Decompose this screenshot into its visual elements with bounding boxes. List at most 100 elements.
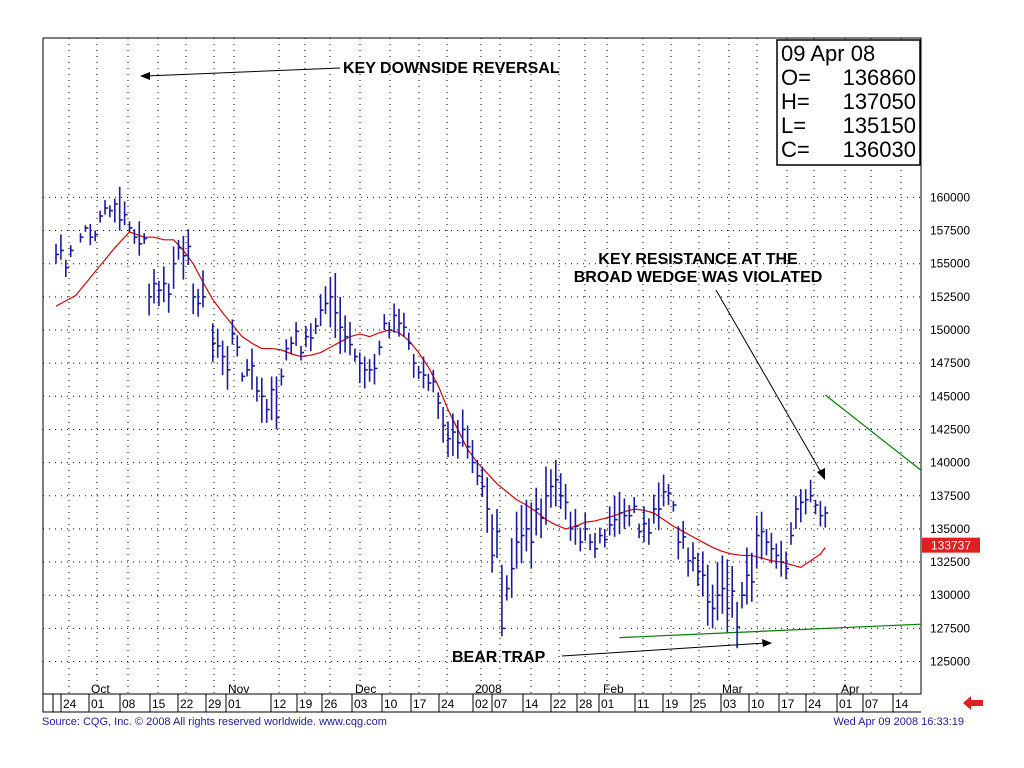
- ohlc-bar: [613, 495, 618, 537]
- info-low-label: L=: [781, 113, 806, 138]
- x-tick-label: 08: [122, 697, 136, 711]
- ohlc-bar: [559, 473, 564, 510]
- x-tick-label: 10: [384, 697, 398, 711]
- ohlc-bar: [530, 502, 535, 569]
- ohlc-bar: [368, 359, 373, 382]
- ohlc-bar: [123, 201, 128, 226]
- ohlc-bar: [726, 559, 731, 633]
- ohlc-bar: [354, 348, 358, 362]
- info-open-label: O=: [781, 65, 811, 90]
- ohlc-bar: [221, 340, 226, 376]
- ohlc-bar: [633, 497, 638, 513]
- ohlc-bar: [138, 221, 143, 256]
- ohlc-bar: [363, 356, 368, 389]
- ohlc-bar: [456, 420, 461, 459]
- ohlc-bar: [760, 511, 765, 560]
- ohlc-bar: [177, 239, 182, 260]
- gridlines: [43, 38, 921, 694]
- ohlc-bar: [584, 512, 589, 541]
- ohlc-bar: [65, 259, 69, 277]
- ohlc-bar: [594, 532, 598, 559]
- trendline: [619, 623, 922, 639]
- ohlc-bar: [662, 474, 667, 507]
- trendline: [824, 394, 922, 471]
- ohlc-bar: [657, 482, 662, 531]
- ohlc-bar: [447, 421, 451, 458]
- annotation-key-downside-reversal: KEY DOWNSIDE REVERSAL: [140, 60, 560, 80]
- ohlc-bar: [290, 336, 295, 354]
- ohlc-bar: [706, 564, 711, 626]
- ohlc-bar: [388, 322, 393, 338]
- ohlc-bar: [652, 494, 657, 524]
- ohlc-bar: [775, 543, 780, 569]
- x-tick-label: 12: [273, 697, 287, 711]
- ohlc-bar: [260, 377, 265, 423]
- ohlc-bar: [94, 230, 99, 242]
- y-tick-label: 135000: [930, 522, 970, 536]
- x-month-label: Dec: [355, 682, 376, 696]
- info-high-label: H=: [781, 89, 810, 114]
- ohlc-bar: [79, 233, 84, 243]
- ohlc-bar: [731, 566, 736, 618]
- ohlc-bar: [99, 210, 104, 223]
- info-date: 09 Apr 08: [781, 41, 875, 66]
- ohlc-bar: [172, 246, 177, 289]
- ohlc-bar: [785, 551, 790, 580]
- ohlc-bar: [329, 276, 334, 328]
- annotation-text: KEY DOWNSIDE REVERSAL: [343, 60, 560, 77]
- y-tick-label: 150000: [930, 323, 970, 337]
- x-tick-label: 22: [180, 697, 194, 711]
- ohlc-bar: [114, 198, 118, 223]
- ohlc-bar: [804, 489, 809, 515]
- ohlc-bar: [520, 505, 525, 564]
- x-tick-label: 11: [637, 697, 650, 711]
- ohlc-bar: [407, 332, 412, 350]
- ohlc-bar: [216, 328, 221, 358]
- x-axis-scroll-box[interactable]: [42, 693, 54, 713]
- ohlc-bar: [535, 487, 540, 536]
- ohlc-bar: [187, 229, 192, 266]
- info-high-value: 137050: [843, 89, 916, 114]
- ohlc-bar: [790, 522, 794, 545]
- x-tick-label: 01: [91, 697, 105, 711]
- ohlc-bar: [677, 526, 682, 560]
- ohlc-bar: [481, 466, 486, 498]
- y-tick-label: 155000: [930, 257, 970, 271]
- y-tick-label: 130000: [930, 588, 970, 602]
- ohlc-bar: [545, 466, 549, 525]
- ohlc-bar: [60, 234, 64, 260]
- info-low-value: 135150: [843, 113, 916, 138]
- ohlc-bar: [755, 515, 760, 569]
- ohlc-bar: [148, 283, 153, 316]
- ohlc-bar: [638, 523, 643, 539]
- ohlc-bar: [618, 491, 623, 535]
- x-tick-label: 19: [299, 697, 313, 711]
- ohlc-bar: [672, 501, 677, 512]
- x-month-label: Oct: [91, 682, 110, 696]
- ohlc-bar: [476, 459, 481, 486]
- ohlc-bar: [574, 509, 579, 545]
- y-tick-label: 127500: [930, 621, 970, 635]
- ohlc-bar: [256, 376, 260, 402]
- arrow-left-icon[interactable]: [962, 694, 984, 712]
- ohlc-bar: [158, 280, 162, 307]
- source-credit: Source: CQG, Inc. © 2008 All rights rese…: [42, 716, 387, 728]
- ohlc-bar: [275, 376, 280, 430]
- ohlc-bar: [466, 425, 471, 459]
- ohlc-bar: [824, 506, 829, 528]
- ohlc-bar: [246, 359, 251, 377]
- x-tick-label: 24: [808, 697, 822, 711]
- ohlc-bar: [515, 511, 520, 569]
- ohlc-bar: [118, 186, 123, 231]
- ohlc-bar: [795, 495, 799, 529]
- ohlc-bar: [750, 552, 755, 602]
- ohlc-bar: [736, 601, 741, 649]
- x-tick-label: 03: [354, 697, 368, 711]
- ohlc-bar: [814, 499, 819, 515]
- info-close-label: C=: [781, 137, 810, 162]
- ohlc-bar: [505, 575, 510, 601]
- ohlc-bar: [501, 564, 505, 637]
- ohlc-bar: [197, 288, 202, 317]
- ohlc-bar: [89, 223, 94, 246]
